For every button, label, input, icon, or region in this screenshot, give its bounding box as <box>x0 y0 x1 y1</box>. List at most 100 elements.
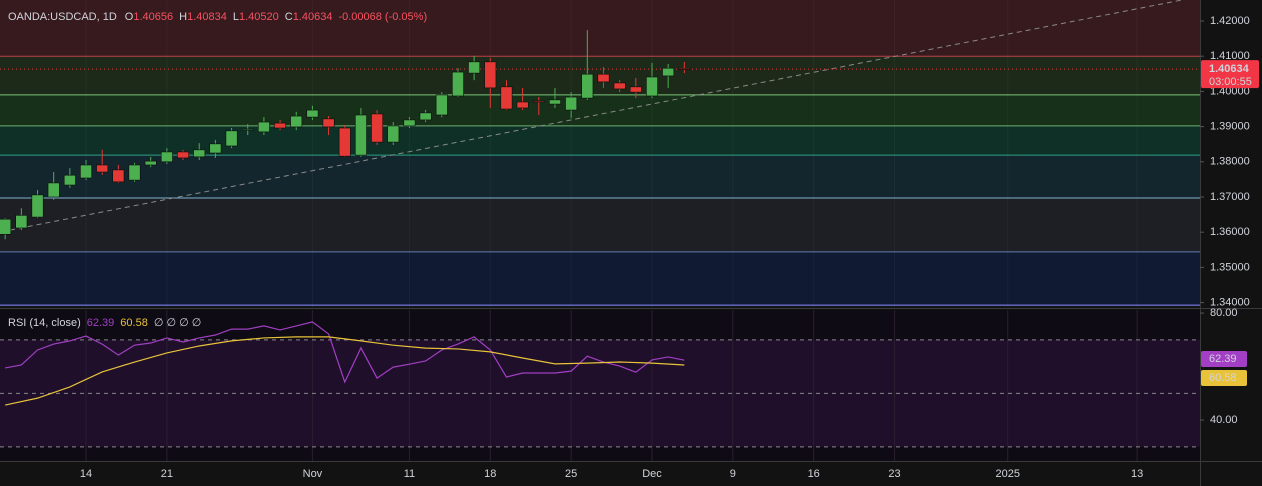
x-tick-label: 11 <box>404 468 415 480</box>
x-tick-label: 25 <box>565 468 577 480</box>
candle-body <box>516 101 529 109</box>
header-field-label: L <box>233 11 239 23</box>
zone <box>0 155 1200 199</box>
zone <box>0 251 1200 306</box>
rsi-value-tag <box>1201 370 1247 386</box>
candle-body <box>629 86 642 93</box>
countdown-label: 03:00:55 <box>1209 76 1252 88</box>
axes: 1.42000 1.41000 1.40000 1.39000 1.38000 1.370… <box>80 15 1259 480</box>
x-tick-label: 18 <box>484 468 496 480</box>
header-change: -0.00068 (-0.05%) <box>338 11 427 23</box>
rsi-line <box>5 321 685 384</box>
header-field-label: C <box>285 11 293 23</box>
rsi-title: RSI (14, close) <box>8 317 81 329</box>
candle-body <box>435 94 448 116</box>
y-tick-label: 1.40000 <box>1210 85 1250 97</box>
x-tick-label: Dec <box>642 468 662 480</box>
candle-body <box>403 119 416 127</box>
candle-body <box>484 61 497 89</box>
candle-body <box>549 99 561 105</box>
y-tick-label: 1.42000 <box>1210 15 1250 27</box>
candle-body <box>646 76 658 97</box>
candle-body <box>80 164 92 179</box>
candle-body <box>500 86 513 110</box>
x-tick-label: 14 <box>80 468 92 480</box>
candle-body <box>371 113 384 143</box>
zone <box>0 94 1200 126</box>
y-tick-label: 1.37000 <box>1210 191 1250 203</box>
candle-body <box>177 151 190 159</box>
x-tick-label: 13 <box>1131 468 1143 480</box>
candle-body <box>387 125 400 143</box>
header-field-value: 1.40634 <box>293 11 333 23</box>
candle-body <box>0 218 12 235</box>
candle-body <box>354 114 367 156</box>
candle-body <box>306 109 319 118</box>
candle-body <box>241 128 254 131</box>
candle-body <box>322 118 335 128</box>
x-tick-label: 16 <box>808 468 820 480</box>
candle-body <box>597 73 610 83</box>
zone <box>0 198 1200 252</box>
y-tick-label: 1.41000 <box>1210 50 1250 62</box>
candle-body <box>47 182 60 198</box>
candle-body <box>274 122 287 129</box>
rsi-marks <box>5 321 685 406</box>
candle-body <box>565 96 578 111</box>
trend-line <box>9 0 1183 231</box>
last-price-tag <box>1201 60 1259 89</box>
candle-body <box>144 160 157 166</box>
candle-body <box>257 121 270 133</box>
candle-body <box>96 164 109 173</box>
candle-body <box>15 215 28 229</box>
header-field-label: O <box>125 11 134 23</box>
rsi-value-label: 60.58 <box>1209 372 1237 384</box>
candle-body <box>112 169 125 183</box>
header-field-value: 1.40656 <box>133 11 173 23</box>
candle-body <box>160 151 173 163</box>
candle-body <box>419 112 432 121</box>
y-tick-label: 1.39000 <box>1210 121 1250 133</box>
candle-body <box>451 71 464 97</box>
rsi-value-label: 62.39 <box>1209 353 1237 365</box>
header-field-label: H <box>179 11 187 23</box>
candle-body <box>31 194 44 218</box>
symbol: OANDA:USDCAD, 1D <box>8 11 117 23</box>
candle-body <box>468 61 481 74</box>
rsi-header-value: 62.39 <box>87 317 115 329</box>
header-field-value: 1.40834 <box>187 11 227 23</box>
y-tick-label: 80.00 <box>1210 307 1238 319</box>
last-price-label: 1.40634 <box>1209 63 1250 75</box>
rsi-header: RSI (14, close) 62.39 60.58 ∅ ∅ ∅ ∅ <box>8 317 201 329</box>
candle-body <box>678 68 691 70</box>
y-tick-label: 40.00 <box>1210 414 1238 426</box>
rsi-pane <box>0 310 1200 461</box>
candle-body <box>581 73 594 99</box>
rsi-line <box>5 336 685 406</box>
candle-body <box>209 143 222 154</box>
candle-body <box>662 67 675 77</box>
candle-body <box>225 130 238 147</box>
candle-body <box>338 127 351 157</box>
candle-body <box>193 149 206 158</box>
rsi-header-value: 60.58 <box>120 317 148 329</box>
x-tick-label: 2025 <box>995 468 1019 480</box>
price-marks <box>0 0 1200 240</box>
zone <box>0 305 1200 307</box>
zone <box>0 125 1200 156</box>
rsi-header-extra: ∅ ∅ ∅ ∅ <box>154 317 202 329</box>
header-field-value: 1.40520 <box>239 11 279 23</box>
x-tick-label: 23 <box>888 468 900 480</box>
zone <box>0 0 1200 57</box>
y-tick-label: 1.38000 <box>1210 156 1250 168</box>
price-pane <box>0 0 1200 307</box>
price-header: OANDA:USDCAD, 1D O1.40656 H1.40834 L1.40520… <box>8 11 427 23</box>
candle-body <box>63 174 76 186</box>
x-tick-label: 21 <box>161 468 173 480</box>
y-tick-label: 1.35000 <box>1210 261 1250 273</box>
rsi-value-tag <box>1201 351 1247 367</box>
x-tick-label: 9 <box>730 468 736 480</box>
candle-body <box>532 100 545 103</box>
